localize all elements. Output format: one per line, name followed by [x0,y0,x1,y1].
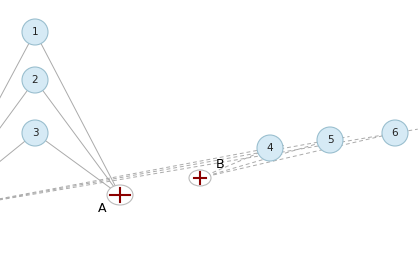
Circle shape [22,67,48,93]
Ellipse shape [189,170,211,186]
Text: 5: 5 [327,135,333,145]
Circle shape [22,19,48,45]
Text: B: B [216,157,224,171]
Circle shape [382,120,408,146]
Text: 6: 6 [392,128,398,138]
Ellipse shape [107,185,133,205]
Circle shape [257,135,283,161]
Circle shape [317,127,343,153]
Text: 1: 1 [32,27,38,37]
Text: 2: 2 [32,75,38,85]
Text: 4: 4 [267,143,273,153]
Text: 3: 3 [32,128,38,138]
Circle shape [22,120,48,146]
Text: A: A [98,202,106,215]
